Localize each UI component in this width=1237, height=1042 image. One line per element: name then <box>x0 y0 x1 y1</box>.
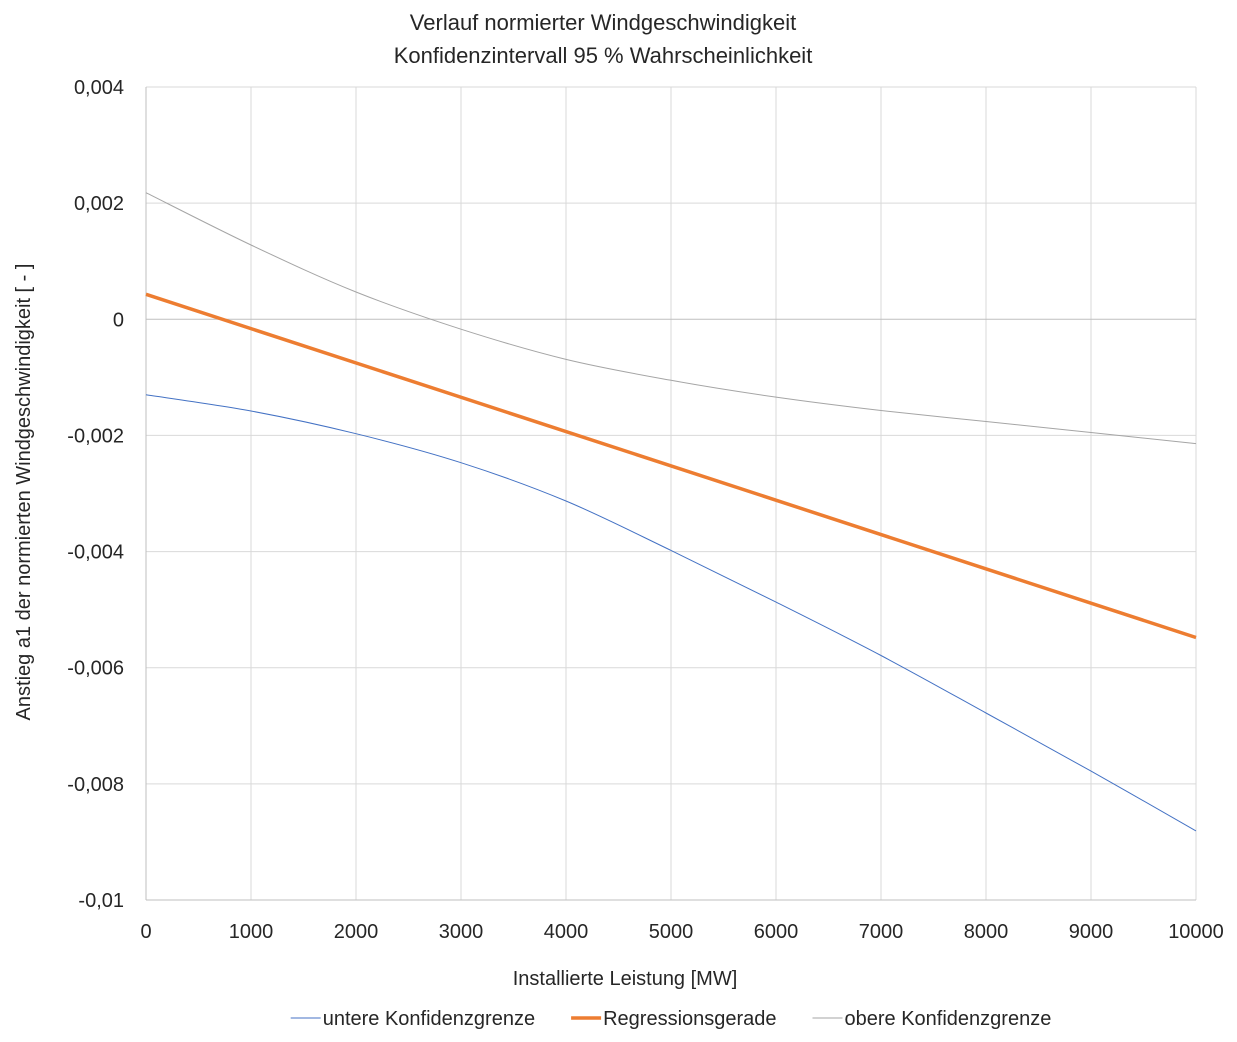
y-tick-label: 0,004 <box>74 77 124 99</box>
gridlines <box>145 86 1197 901</box>
x-tick-label: 8000 <box>964 921 1009 943</box>
series-line-obere-konfidenzgrenze <box>145 192 1197 445</box>
x-tick-label: 2000 <box>334 921 379 943</box>
legend: untere Konfidenzgrenze Regressionsgerade o… <box>290 1008 1052 1030</box>
legend-label: untere Konfidenzgrenze <box>323 1008 535 1030</box>
x-tick-label: 4000 <box>544 921 589 943</box>
x-tick-label: 6000 <box>754 921 799 943</box>
x-tick-label: 3000 <box>439 921 484 943</box>
legend-item: obere Konfidenzgrenze <box>812 1008 1052 1030</box>
legend-label: obere Konfidenzgrenze <box>845 1008 1052 1030</box>
x-tick-label: 5000 <box>649 921 694 943</box>
series-line-regressionsgerade <box>145 292 1197 640</box>
y-tick-label: 0 <box>113 309 124 331</box>
y-tick-label: -0,002 <box>67 425 124 447</box>
y-tick-label: -0,01 <box>78 890 124 912</box>
y-tick-label: -0,004 <box>67 542 124 564</box>
legend-label: Regressionsgerade <box>603 1008 776 1030</box>
x-tick-label: 0 <box>140 921 151 943</box>
x-tick-label: 9000 <box>1069 921 1114 943</box>
x-tick-label: 7000 <box>859 921 904 943</box>
legend-item: Regressionsgerade <box>571 1008 777 1030</box>
y-tick-label: -0,006 <box>67 658 124 680</box>
series-lines <box>145 192 1197 832</box>
x-axis-title: Installierte Leistung [MW] <box>513 968 738 990</box>
y-tick-label: -0,008 <box>67 774 124 796</box>
chart-title-line-1: Verlauf normierter Windgeschwindigkeit <box>410 10 796 35</box>
x-tick-label: 10000 <box>1168 921 1224 943</box>
x-tick-label: 1000 <box>229 921 274 943</box>
tick-labels: 0 1000 2000 3000 4000 5000 6000 7000 8000 9000 100… <box>67 77 1224 943</box>
chart-title: Verlauf normierter Windgeschwindigkeit K… <box>394 10 813 68</box>
chart-title-line-2: Konfidenzintervall 95 % Wahrscheinlichke… <box>394 43 813 68</box>
y-axis-title: Anstieg a1 der normierten Windgeschwindi… <box>13 264 35 721</box>
y-tick-label: 0,002 <box>74 193 124 215</box>
axes <box>145 87 1196 901</box>
series-line-untere-konfidenzgrenze <box>145 394 1197 832</box>
legend-item: untere Konfidenzgrenze <box>290 1008 535 1030</box>
